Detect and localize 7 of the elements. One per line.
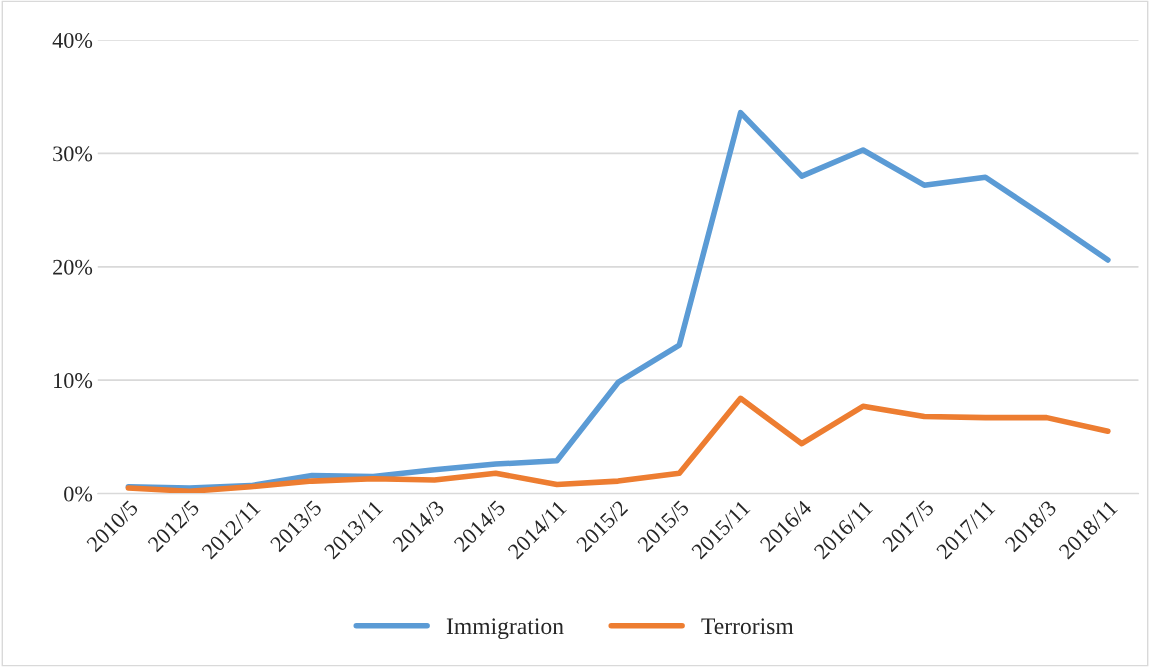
y-tick-label: 30%: [53, 146, 93, 162]
y-tick-label: 0%: [64, 486, 93, 502]
legend-label: Terrorism: [701, 618, 794, 635]
y-tick-label: 40%: [52, 32, 93, 49]
legend-label: Immigration: [446, 618, 564, 640]
y-tick-label: 20%: [53, 259, 93, 275]
y-tick-label: 10%: [54, 373, 93, 389]
